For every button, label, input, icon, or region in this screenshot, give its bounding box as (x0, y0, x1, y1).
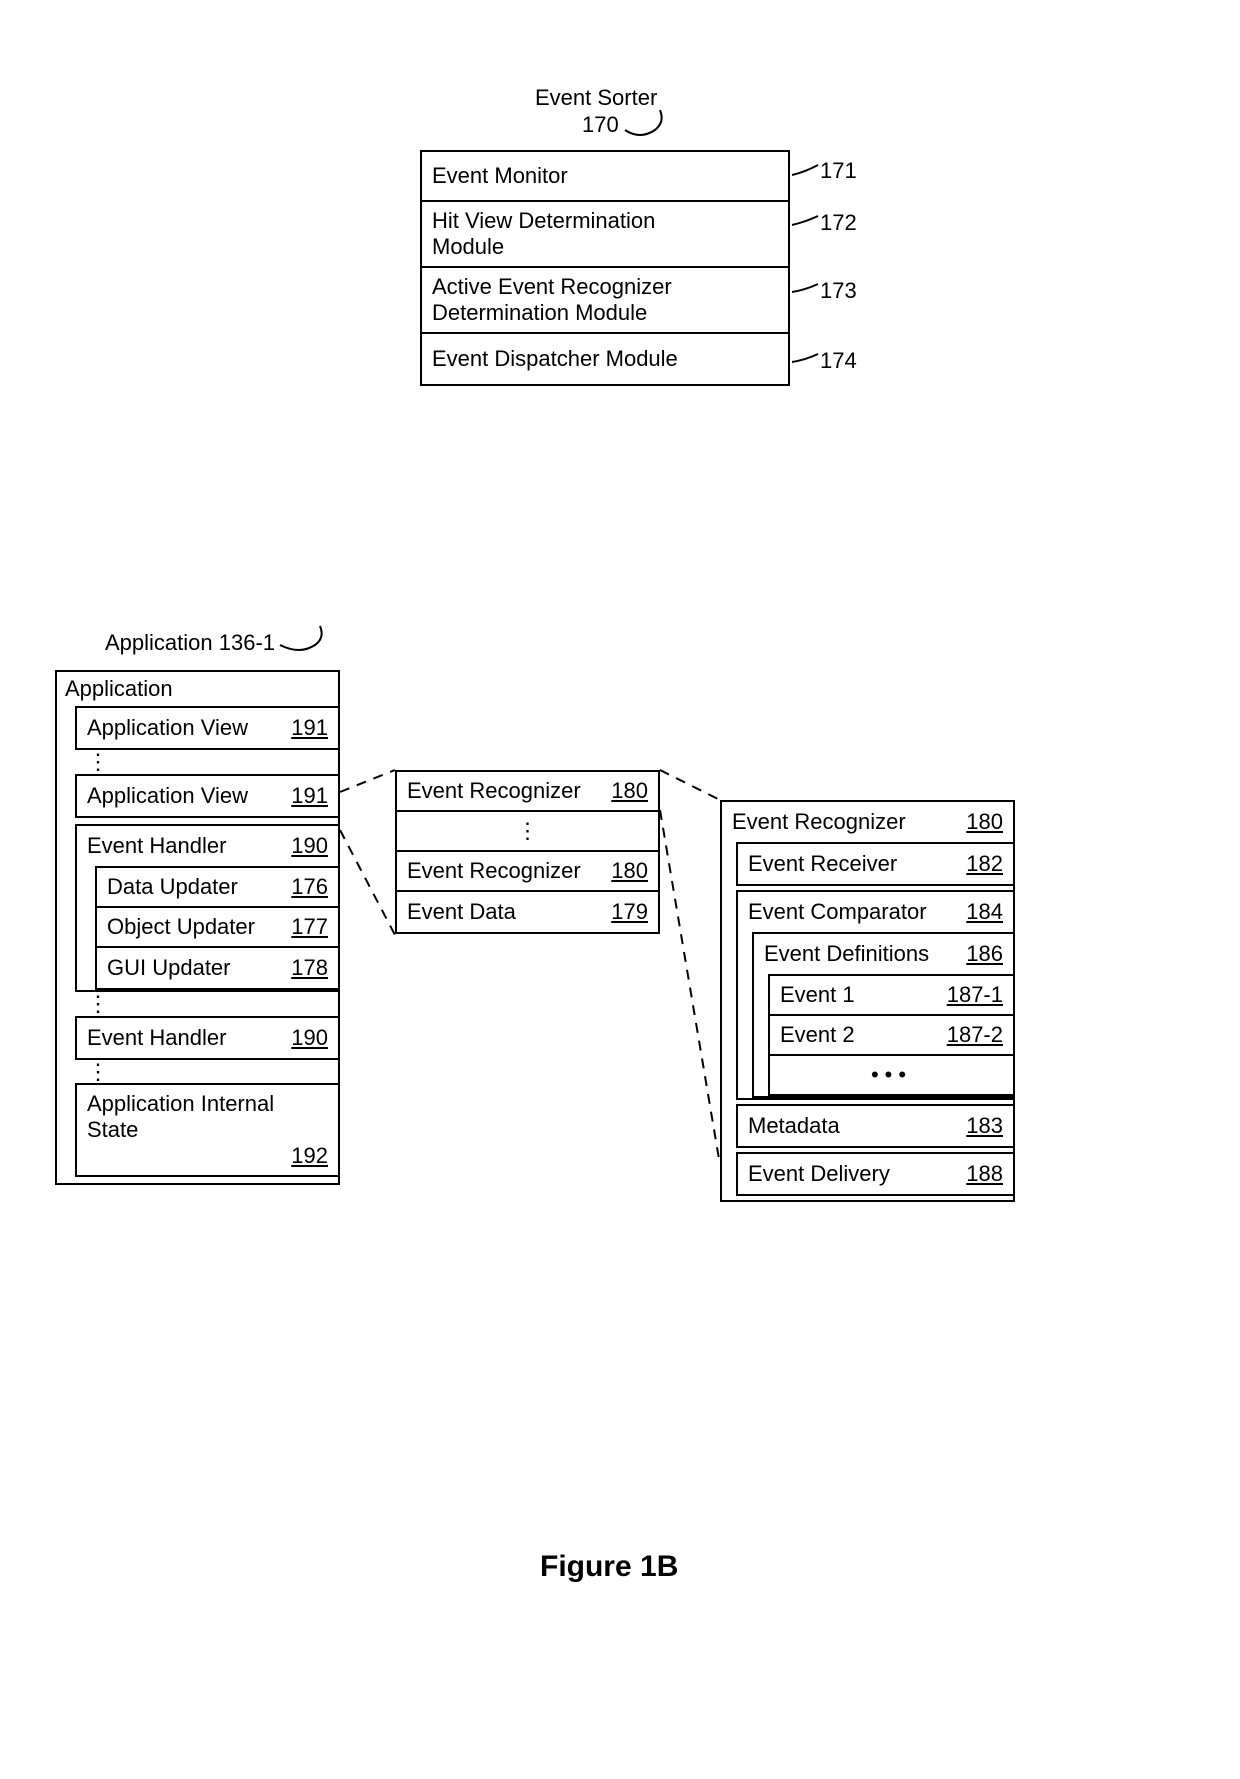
app-view-ref-1: 191 (291, 715, 328, 741)
internal-state-label: Application Internal State (87, 1091, 328, 1143)
app-view-ref-2: 191 (291, 783, 328, 809)
app-view-label-2: Application View (87, 783, 248, 809)
recognizer-summary-label-2: Event Recognizer (407, 858, 581, 884)
event-receiver-label: Event Receiver (748, 851, 897, 877)
recognizer-detail-header: Event Recognizer 180 (722, 802, 1013, 842)
internal-state-ref: 192 (291, 1143, 328, 1168)
event-comparator-row: Event Comparator 184 (738, 892, 1013, 932)
recognizer-summary-row-2: Event Recognizer 180 (397, 852, 658, 892)
event-data-row: Event Data 179 (397, 892, 658, 932)
event-dots: ••• (770, 1056, 1013, 1094)
event-definitions-ref: 186 (966, 941, 1003, 967)
vdots-1: ⋮ (57, 750, 338, 774)
active-recognizer-row: Active Event Recognizer Determination Mo… (422, 268, 788, 334)
event-dispatcher-row: Event Dispatcher Module (422, 334, 788, 384)
ref-172: 172 (820, 210, 857, 236)
recognizer-summary-header: Event Recognizer 180 (397, 772, 658, 812)
object-updater-row: Object Updater 177 (97, 908, 338, 948)
data-updater-label: Data Updater (107, 874, 238, 900)
vdots-2: ⋮ (57, 992, 338, 1016)
recognizer-detail-header-ref: 180 (966, 809, 1003, 835)
event-handler-label-1: Event Handler (87, 833, 226, 859)
event-sorter-title: Event Sorter (535, 85, 657, 111)
recognizer-summary-dots: ⋮ (397, 812, 658, 852)
object-updater-ref: 177 (291, 914, 328, 940)
recognizer-summary-ref-1: 180 (611, 778, 648, 804)
event1-label: Event 1 (780, 982, 855, 1008)
recognizer-summary-label-1: Event Recognizer (407, 778, 581, 804)
event-delivery-ref: 188 (966, 1161, 1003, 1187)
gui-updater-label: GUI Updater (107, 955, 231, 981)
event-monitor-row: Event Monitor (422, 152, 788, 202)
application-box: Application Application View 191 ⋮ Appli… (55, 670, 340, 1185)
app-view-row-1: Application View 191 (77, 708, 338, 748)
hit-view-label: Hit View Determination Module (432, 208, 712, 260)
event-sorter-ref: 170 (582, 112, 619, 138)
event-delivery-row: Event Delivery 188 (738, 1154, 1013, 1194)
vdots-3: ⋮ (57, 1060, 338, 1084)
event-handler-ref-1: 190 (291, 833, 328, 859)
event-handler-row-2: Event Handler 190 (77, 1018, 338, 1058)
ref-171: 171 (820, 158, 857, 184)
event-sorter-box: Event Monitor Hit View Determination Mod… (420, 150, 790, 386)
metadata-ref: 183 (966, 1113, 1003, 1139)
application-header: Application (57, 672, 338, 706)
event-dispatcher-label: Event Dispatcher Module (432, 346, 678, 372)
recognizer-detail-header-label: Event Recognizer (732, 809, 906, 835)
recognizer-detail-box: Event Recognizer 180 Event Receiver 182 … (720, 800, 1015, 1202)
event1-row: Event 1 187-1 (770, 976, 1013, 1016)
hit-view-row: Hit View Determination Module (422, 202, 788, 268)
gui-updater-ref: 178 (291, 955, 328, 981)
event2-ref: 187-2 (947, 1022, 1003, 1048)
event-comparator-label: Event Comparator (748, 899, 927, 925)
figure-title: Figure 1B (540, 1550, 678, 1584)
event-handler-row-1: Event Handler 190 (77, 826, 338, 866)
event-handler-ref-2: 190 (291, 1025, 328, 1051)
event-data-ref: 179 (611, 899, 648, 925)
application-title: Application 136-1 (105, 630, 275, 656)
metadata-row: Metadata 183 (738, 1106, 1013, 1146)
active-recognizer-label: Active Event Recognizer Determination Mo… (432, 274, 732, 326)
internal-state-row: Application Internal State 192 (77, 1085, 338, 1175)
object-updater-label: Object Updater (107, 914, 255, 940)
app-view-label-1: Application View (87, 715, 248, 741)
metadata-label: Metadata (748, 1113, 840, 1139)
event-definitions-label: Event Definitions (764, 941, 929, 967)
event2-row: Event 2 187-2 (770, 1016, 1013, 1056)
event-data-label: Event Data (407, 899, 516, 925)
event-comparator-ref: 184 (966, 899, 1003, 925)
data-updater-row: Data Updater 176 (97, 868, 338, 908)
recognizer-summary-box: Event Recognizer 180 ⋮ Event Recognizer … (395, 770, 660, 934)
gui-updater-row: GUI Updater 178 (97, 948, 338, 988)
ref-173: 173 (820, 278, 857, 304)
app-view-row-2: Application View 191 (77, 776, 338, 816)
event-receiver-ref: 182 (966, 851, 1003, 877)
event-delivery-label: Event Delivery (748, 1161, 890, 1187)
data-updater-ref: 176 (291, 874, 328, 900)
recognizer-summary-ref-2: 180 (611, 858, 648, 884)
ref-174: 174 (820, 348, 857, 374)
event-handler-label-2: Event Handler (87, 1025, 226, 1051)
event-definitions-row: Event Definitions 186 (754, 934, 1013, 974)
event1-ref: 187-1 (947, 982, 1003, 1008)
event-monitor-label: Event Monitor (432, 163, 568, 189)
event2-label: Event 2 (780, 1022, 855, 1048)
event-receiver-row: Event Receiver 182 (738, 844, 1013, 884)
